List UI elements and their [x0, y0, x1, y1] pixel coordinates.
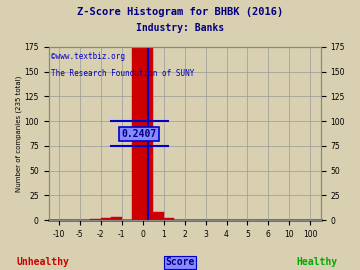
Text: Unhealthy: Unhealthy: [17, 257, 69, 267]
Bar: [132, 47, 153, 220]
Text: Healthy: Healthy: [296, 257, 337, 267]
Bar: [101, 218, 111, 220]
Text: ©www.textbiz.org: ©www.textbiz.org: [51, 52, 125, 61]
Bar: [153, 212, 164, 220]
Text: Industry: Banks: Industry: Banks: [136, 23, 224, 33]
Text: Score: Score: [165, 257, 195, 267]
Text: Z-Score Histogram for BHBK (2016): Z-Score Histogram for BHBK (2016): [77, 7, 283, 17]
Bar: [111, 217, 122, 220]
Text: 0.2407: 0.2407: [122, 129, 157, 139]
Y-axis label: Number of companies (235 total): Number of companies (235 total): [15, 75, 22, 192]
Bar: [164, 218, 174, 220]
Text: The Research Foundation of SUNY: The Research Foundation of SUNY: [51, 69, 195, 78]
Bar: [90, 219, 101, 220]
